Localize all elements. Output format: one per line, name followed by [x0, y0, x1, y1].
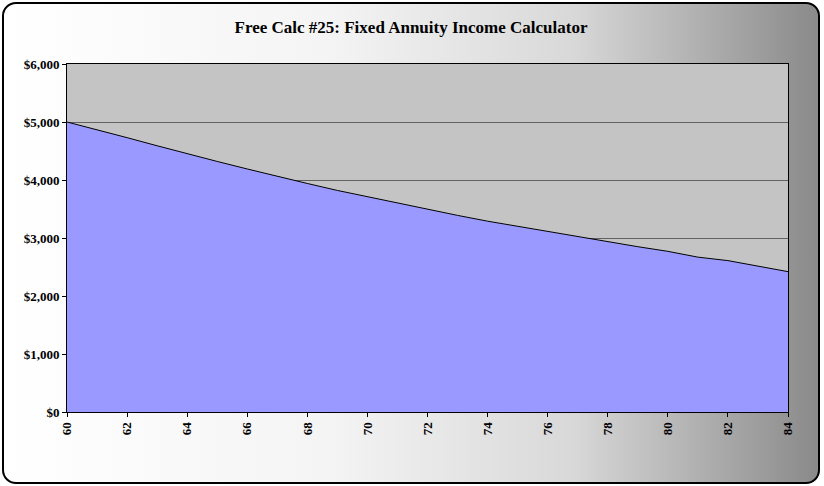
svg-text:68: 68 [300, 422, 315, 436]
svg-text:60: 60 [59, 422, 74, 435]
svg-text:84: 84 [780, 422, 795, 436]
svg-text:72: 72 [420, 422, 435, 435]
svg-text:66: 66 [239, 422, 254, 436]
svg-text:82: 82 [720, 422, 735, 435]
svg-text:76: 76 [540, 422, 555, 436]
svg-text:Free Calc #25: Fixed Annuity I: Free Calc #25: Fixed Annuity Income Calc… [235, 18, 588, 37]
svg-text:$1,000: $1,000 [24, 347, 60, 362]
svg-text:$5,000: $5,000 [24, 115, 60, 130]
svg-text:$0: $0 [46, 405, 59, 420]
svg-text:$6,000: $6,000 [24, 57, 60, 72]
svg-text:80: 80 [660, 422, 675, 435]
svg-text:$2,000: $2,000 [24, 289, 60, 304]
svg-text:70: 70 [360, 422, 375, 435]
svg-text:$4,000: $4,000 [24, 173, 60, 188]
svg-text:78: 78 [600, 422, 615, 436]
svg-text:64: 64 [179, 422, 194, 436]
svg-text:74: 74 [480, 422, 495, 436]
svg-text:62: 62 [119, 422, 134, 435]
svg-text:$3,000: $3,000 [24, 231, 60, 246]
